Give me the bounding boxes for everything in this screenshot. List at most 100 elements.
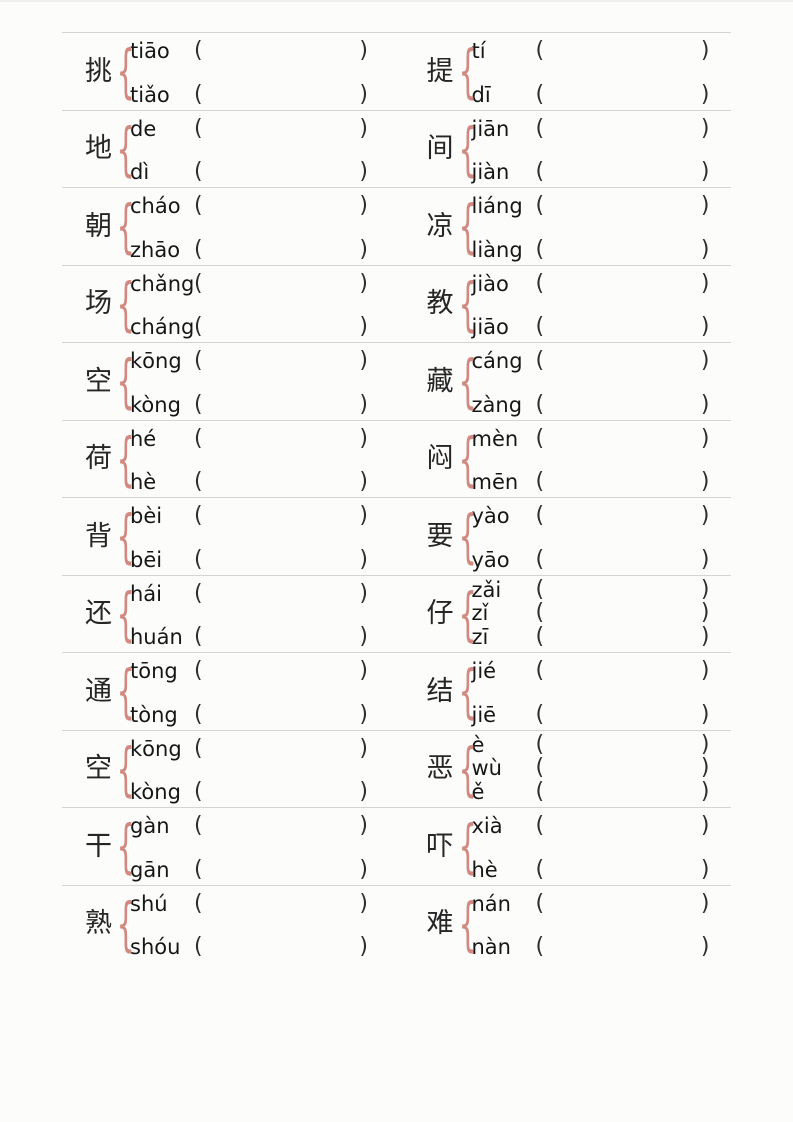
polyphone-entry: 背 { bèi ( ) bēi ( ) xyxy=(85,498,368,575)
pinyin-label: jiē xyxy=(471,702,497,727)
close-paren: ) xyxy=(359,813,368,838)
close-paren: ) xyxy=(359,193,368,218)
brace-icon: { xyxy=(116,37,135,106)
open-paren: ( xyxy=(194,658,203,683)
worksheet-cell-right: 恶 { è ( ) wù ( ) ě ( ) xyxy=(397,731,732,808)
close-paren: ) xyxy=(359,580,368,606)
pinyin-label: kōng xyxy=(130,349,182,373)
readings-group: liáng ( ) liàng ( ) xyxy=(472,188,710,265)
answer-blank xyxy=(544,427,701,451)
pinyin-label: hái xyxy=(130,581,163,606)
close-paren: ) xyxy=(700,38,710,63)
open-paren: ( xyxy=(194,270,203,296)
worksheet-cell-right: 要 { yào ( ) yāo ( ) xyxy=(397,498,732,575)
polyphone-entry: 间 { jiān ( ) jiàn ( ) xyxy=(427,111,710,188)
reading-line: kòng ( ) xyxy=(130,393,368,417)
brace-icon: { xyxy=(458,37,477,106)
worksheet-row: 还 { hái ( ) huán ( ) 仔 { zǎi ( ) zǐ ( ) … xyxy=(62,574,731,653)
answer-blank xyxy=(544,659,701,683)
open-paren: ( xyxy=(535,890,545,916)
open-paren: ( xyxy=(194,503,203,528)
reading-line: hé ( ) xyxy=(130,427,368,451)
worksheet-cell-left: 通 { tōng ( ) tòng ( ) xyxy=(62,653,397,730)
pinyin-label: bēi xyxy=(130,547,163,572)
polyphone-entry: 通 { tōng ( ) tòng ( ) xyxy=(85,653,368,730)
open-paren: ( xyxy=(194,469,203,494)
brace-icon: { xyxy=(458,734,477,803)
open-paren: ( xyxy=(194,580,203,606)
reading-line: jiāo ( ) xyxy=(472,315,710,339)
open-paren: ( xyxy=(194,890,203,916)
answer-blank xyxy=(203,935,360,959)
close-paren: ) xyxy=(700,270,710,296)
answer-blank xyxy=(203,272,360,296)
pinyin-label: cháng xyxy=(130,315,195,339)
chinese-character: 干 xyxy=(85,830,112,862)
pinyin-label: ě xyxy=(471,780,485,804)
polyphone-entry: 凉 { liáng ( ) liàng ( ) xyxy=(427,188,710,265)
worksheet-cell-left: 干 { gàn ( ) gān ( ) xyxy=(62,808,397,885)
chinese-character: 间 xyxy=(426,133,454,165)
open-paren: ( xyxy=(194,115,203,141)
answer-blank xyxy=(203,659,360,683)
pinyin-label: hé xyxy=(130,426,157,451)
open-paren: ( xyxy=(194,779,203,804)
pinyin-label: nán xyxy=(471,891,512,916)
open-paren: ( xyxy=(535,658,545,683)
reading-line: cháo ( ) xyxy=(130,194,368,218)
brace-icon: { xyxy=(458,192,477,261)
reading-line: cháng ( ) xyxy=(130,315,368,339)
reading-line: dì ( ) xyxy=(130,160,368,184)
close-paren: ) xyxy=(359,236,368,262)
answer-blank xyxy=(203,858,360,882)
close-paren: ) xyxy=(700,779,710,804)
open-paren: ( xyxy=(194,193,203,218)
pinyin-label: wù xyxy=(471,756,503,781)
readings-group: jié ( ) jiē ( ) xyxy=(472,653,710,730)
answer-blank xyxy=(203,737,360,761)
close-paren: ) xyxy=(700,425,710,451)
answer-blank xyxy=(544,579,701,601)
polyphone-entry: 闷 { mèn ( ) mēn ( ) xyxy=(427,421,710,498)
reading-line: liáng ( ) xyxy=(472,194,710,218)
brace-icon: { xyxy=(116,347,135,416)
close-paren: ) xyxy=(359,348,368,373)
pinyin-label: gān xyxy=(130,857,170,882)
answer-blank xyxy=(544,160,701,184)
brace-icon: { xyxy=(458,579,477,648)
worksheet-row: 空 { kōng ( ) kòng ( ) 恶 { è ( ) wù ( ) ě… xyxy=(62,729,732,808)
worksheet-cell-left: 空 { kōng ( ) kòng ( ) xyxy=(62,731,397,808)
worksheet-cell-right: 闷 { mèn ( ) mēn ( ) xyxy=(397,421,732,498)
reading-line: liàng ( ) xyxy=(472,238,710,262)
pinyin-label: zī xyxy=(471,625,489,649)
answer-blank xyxy=(203,349,360,373)
chinese-character: 背 xyxy=(85,520,112,552)
pinyin-label: tōng xyxy=(130,659,178,683)
open-paren: ( xyxy=(535,314,545,339)
chinese-character: 地 xyxy=(85,133,112,165)
pinyin-label: tiǎo xyxy=(130,82,170,107)
chinese-character: 挑 xyxy=(85,55,112,87)
answer-blank xyxy=(203,160,360,184)
brace-icon: { xyxy=(116,657,135,726)
open-paren: ( xyxy=(194,546,203,572)
readings-group: tōng ( ) tòng ( ) xyxy=(130,653,368,730)
worksheet-cell-left: 荷 { hé ( ) hè ( ) xyxy=(62,421,397,498)
readings-group: è ( ) wù ( ) ě ( ) xyxy=(472,731,710,808)
close-paren: ) xyxy=(359,503,368,528)
open-paren: ( xyxy=(194,314,203,339)
readings-group: jiào ( ) jiāo ( ) xyxy=(472,266,710,343)
reading-line: chǎng ( ) xyxy=(130,272,368,296)
reading-line: de ( ) xyxy=(130,117,368,141)
readings-group: shú ( ) shóu ( ) xyxy=(130,886,368,963)
reading-line: jiē ( ) xyxy=(472,703,710,727)
worksheet-cell-left: 朝 { cháo ( ) zhāo ( ) xyxy=(62,188,397,265)
reading-line: hè ( ) xyxy=(130,470,368,494)
chinese-character: 空 xyxy=(85,753,112,785)
chinese-character: 结 xyxy=(426,675,454,707)
open-paren: ( xyxy=(535,81,545,107)
close-paren: ) xyxy=(359,624,368,649)
readings-group: bèi ( ) bēi ( ) xyxy=(130,498,368,575)
pinyin-label: jiāo xyxy=(471,315,509,339)
